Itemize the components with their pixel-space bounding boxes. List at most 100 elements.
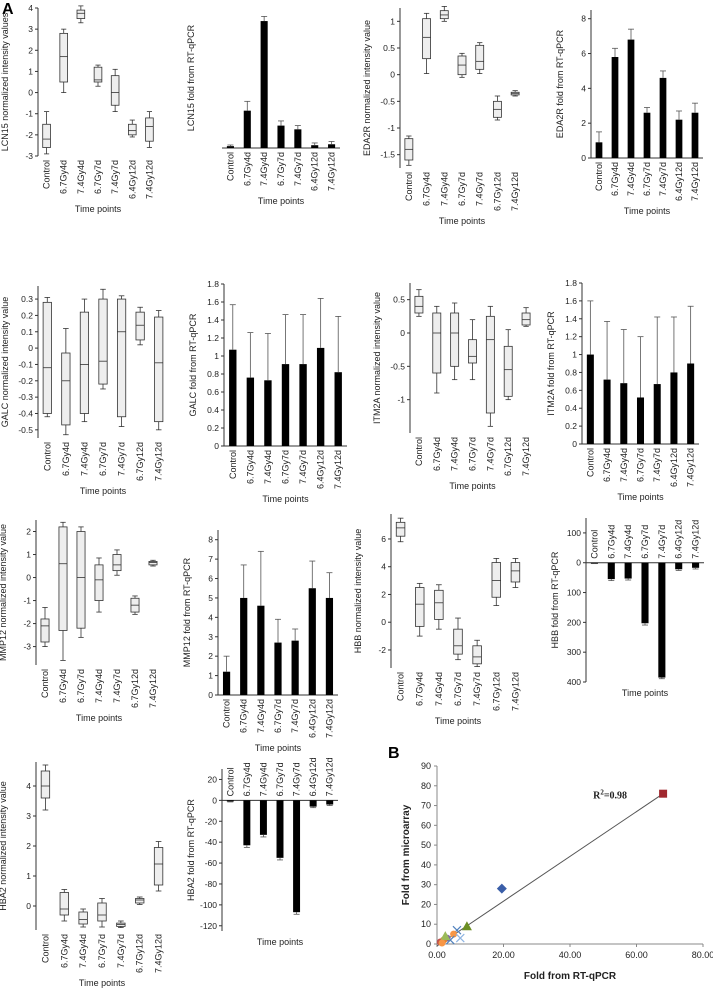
- y-tick-label: 1.6: [565, 296, 577, 306]
- y-tick-label: -0.2: [18, 376, 33, 386]
- category-label: 6.7Gy4d: [606, 525, 616, 559]
- charts-container: -3 -2 -1 0 1 2 3 4 LCN15 normalized intensity va…: [0, 3, 713, 988]
- category-label: Control: [40, 669, 50, 698]
- category-label: 6.7Gy7d: [642, 162, 652, 196]
- category-label: 6.7Gy7d: [276, 152, 286, 186]
- r-squared-annotation: R2=0.98: [593, 789, 627, 802]
- box-6.7Gy7d: [98, 298, 108, 385]
- y-tick-label: 2: [208, 651, 213, 661]
- y-tick-label: 1.8: [207, 279, 219, 289]
- scatter_b-chart: 0 10 20 30 40 50 60 70 80 90 0.00 20.00 40.00 60.00 80…: [401, 761, 713, 982]
- box-7.4Gy7d: [472, 645, 482, 665]
- y-tick-label: 4: [381, 562, 386, 572]
- box-7.4Gy7d: [485, 315, 495, 414]
- y-tick-label: 0: [400, 328, 405, 338]
- bar-7.4Gy4d: [260, 21, 268, 148]
- bar-6.7Gy7d: [274, 642, 282, 695]
- bar-6.7Gy4d: [240, 597, 248, 695]
- category-label: 7.4Gy4d: [258, 762, 268, 796]
- y-tick-label: 0.2: [21, 310, 33, 320]
- eda2r_box-chart: -1.5 -1 -0.5 0 0.5 1 EDA2R normalized intensit…: [362, 6, 520, 226]
- y-tick-label: -2: [25, 130, 33, 140]
- box-Control: [40, 618, 50, 643]
- y-tick-label: 60: [421, 820, 431, 830]
- y-axis-label: MMP12 normalized intensity value: [0, 524, 8, 661]
- y-tick-label: 100: [567, 588, 581, 598]
- x-tick-label: 0.00: [428, 950, 446, 960]
- category-label: 7.4Gy12d: [148, 669, 158, 708]
- y-tick-label: 1: [208, 671, 213, 681]
- x-axis-label: Time points: [439, 216, 486, 226]
- category-label: 6.4Gy12d: [674, 520, 684, 559]
- y-tick-label: 0: [214, 441, 219, 451]
- category-label: 7.4Gy7d: [292, 762, 302, 796]
- category-label: 6.7Gy4d: [242, 762, 252, 796]
- box-7.4Gy12d: [154, 316, 164, 423]
- y-tick-label: -1: [387, 123, 395, 133]
- bar-7.4Gy4d: [627, 39, 635, 158]
- bar-Control: [226, 146, 234, 148]
- y-tick-label: 5: [208, 593, 213, 603]
- category-label: 7.4Gy7d: [290, 699, 300, 733]
- box-6.7Gy7d: [453, 628, 463, 655]
- y-tick-label: -20: [205, 816, 218, 826]
- box-7.4Gy4d: [76, 9, 86, 19]
- bar-7.4Gy12d: [691, 112, 699, 158]
- y-tick-label: 20: [208, 774, 218, 784]
- y-tick-label: 4: [26, 781, 31, 791]
- category-label: Control: [40, 934, 50, 963]
- category-label: 7.4Gy12d: [333, 450, 343, 489]
- category-label: 7.4Gy7d: [658, 162, 668, 196]
- box-Control: [40, 770, 51, 799]
- x-axis-label: Time points: [80, 486, 127, 496]
- category-label: Control: [589, 530, 599, 559]
- box-6.7Gy4d: [415, 587, 425, 627]
- y-tick-label: -3: [23, 642, 31, 652]
- y-tick-label: 200: [567, 617, 581, 627]
- y-tick-label: 2: [581, 118, 586, 128]
- x-axis-label: Time points: [617, 492, 664, 502]
- y-axis-label: ITM2A normalized intensity value: [372, 292, 382, 424]
- box-6.7Gy12d: [503, 345, 513, 397]
- category-label: 7.4Gy12d: [325, 757, 335, 796]
- box-Control: [414, 295, 424, 314]
- y-tick-label: 8: [581, 14, 586, 24]
- hba2_bar-chart: 20 0 -20 -40 -60 -80 -100 -120 HBA2 fold from RT…: [186, 757, 338, 947]
- y-tick-label: -40: [205, 837, 218, 847]
- bar-6.7Gy7d: [277, 125, 285, 148]
- y-tick-label: -3: [25, 151, 33, 161]
- y-tick-label: -0.3: [18, 392, 33, 402]
- box-6.7Gy7d: [76, 531, 86, 629]
- y-axis-label: EDA2R normalized intensity value: [362, 20, 372, 156]
- category-label: 6.7Gy4d: [242, 152, 252, 186]
- y-axis-label: HBB normalized intensity value: [353, 529, 363, 654]
- category-label: 7.4Gy4d: [256, 699, 266, 733]
- category-label: 6.7Gy4d: [432, 437, 442, 471]
- scatter-point: [496, 883, 507, 894]
- y-tick-label: 0.1: [21, 327, 33, 337]
- bar-6.7Gy7d: [641, 562, 649, 624]
- box-7.4Gy12d: [510, 562, 521, 583]
- box-Control: [42, 301, 52, 414]
- y-tick-label: 6: [581, 49, 586, 59]
- y-tick-label: 1.4: [565, 314, 577, 324]
- x-axis-label: Fold from RT-qPCR: [524, 971, 617, 982]
- y-tick-label: 2: [26, 527, 31, 537]
- category-label: Control: [404, 172, 414, 201]
- category-label: 6.7Gy4d: [422, 172, 432, 206]
- bar-7.4Gy7d: [658, 562, 666, 678]
- category-label: 7.4Gy12d: [154, 442, 164, 481]
- category-label: 7.4Gy4d: [626, 162, 636, 196]
- scatter-point: [445, 935, 455, 945]
- bar-6.7Gy7d: [281, 364, 290, 446]
- category-label: 6.7Gy7d: [640, 525, 650, 559]
- bar-6.4Gy12d: [316, 347, 325, 446]
- box-6.7Gy7d: [93, 66, 103, 83]
- y-tick-label: -100: [200, 900, 217, 910]
- bar-6.4Gy12d: [675, 119, 683, 158]
- category-label: 7.4Gy12d: [691, 520, 701, 559]
- box-7.4Gy12d: [145, 117, 154, 142]
- y-tick-label: 80: [421, 781, 431, 791]
- y-tick-label: 3: [208, 632, 213, 642]
- y-tick-label: -0.4: [18, 408, 33, 418]
